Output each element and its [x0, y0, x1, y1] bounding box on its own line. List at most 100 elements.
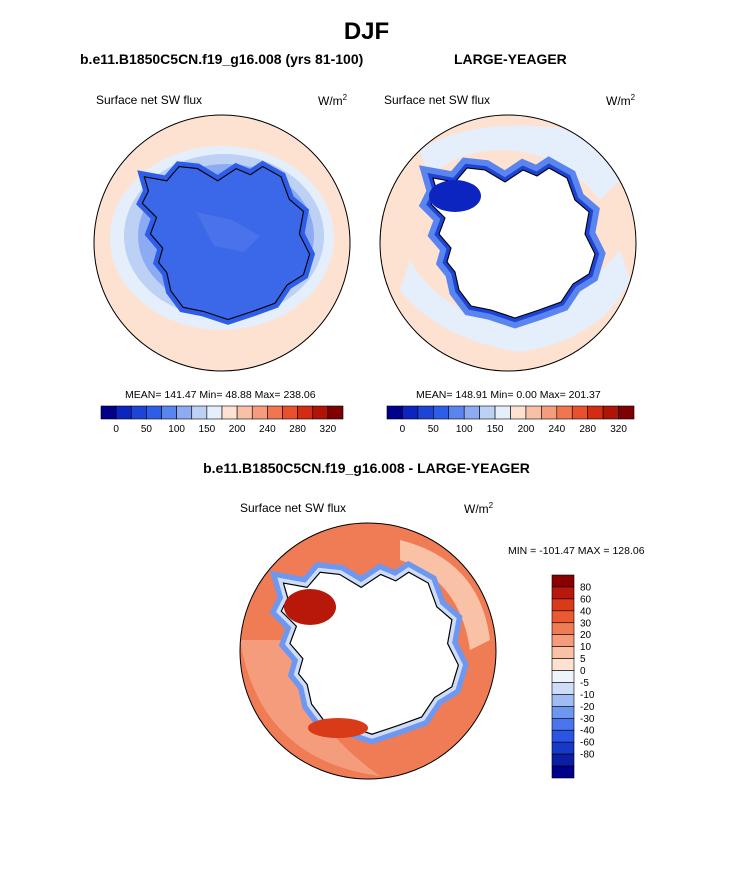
right-colorbar-swatch	[494, 405, 511, 420]
left-colorbar-tick-label: 240	[259, 424, 276, 435]
diff-colorbar-tick-label: -10	[580, 690, 595, 701]
diff-colorbar-tick-label: 10	[580, 642, 592, 653]
left-colorbar: 0 50 100 150 200 240 280 320	[100, 405, 344, 435]
right-colorbar-swatch	[541, 405, 558, 420]
diff-colorbar-tick-label: -40	[580, 726, 595, 737]
right-colorbar-tick-label: 280	[579, 424, 596, 435]
right-colorbar-swatch	[417, 405, 434, 420]
diff-colorbar-swatch	[551, 694, 575, 707]
diff-colorbar-tick-label: 60	[580, 594, 592, 605]
left-colorbar-swatch	[130, 405, 147, 420]
left-colorbar-swatch	[191, 405, 208, 420]
left-variable-label: Surface net SW flux	[96, 93, 203, 107]
left-colorbar-swatch	[176, 405, 193, 420]
right-colorbar-swatch	[571, 405, 588, 420]
left-panel-title: b.e11.B1850C5CN.f19_g16.008 (yrs 81-100)	[80, 51, 364, 67]
diff-colorbar-swatch	[551, 598, 575, 612]
diff-colorbar-tick-label: 30	[580, 618, 592, 629]
diff-colorbar-swatch	[551, 682, 575, 695]
diff-colorbar-swatch	[551, 753, 575, 767]
right-colorbar-swatch	[448, 405, 465, 420]
diff-colorbar-swatch	[551, 658, 575, 671]
left-colorbar-swatch	[161, 405, 177, 420]
right-colorbar: 0 50 100 150 200 240 280 320	[386, 405, 635, 435]
diff-colorbar-swatch	[551, 741, 575, 755]
right-colorbar-tick-label: 0	[400, 424, 406, 435]
diff-colorbar-swatch	[551, 729, 575, 743]
diff-map	[240, 523, 496, 779]
page-title: DJF	[343, 18, 390, 45]
left-colorbar-tick-label: 320	[320, 424, 337, 435]
right-colorbar-swatch	[525, 405, 542, 420]
diff-stats: MIN = -101.47 MAX = 128.06	[508, 545, 645, 557]
left-colorbar-tick-label: 100	[168, 424, 185, 435]
right-colorbar-tick-label: 200	[518, 424, 535, 435]
left-map	[94, 115, 350, 371]
diff-panel-title: b.e11.B1850C5CN.f19_g16.008 - LARGE-YEAG…	[203, 460, 530, 476]
left-colorbar-swatch	[221, 405, 238, 420]
diff-colorbar-tick-label: 40	[580, 606, 592, 617]
diff-colorbar-swatch	[551, 765, 575, 779]
left-colorbar-swatch	[327, 405, 344, 420]
left-colorbar-tick-label: 150	[199, 424, 216, 435]
left-colorbar-swatch	[297, 405, 314, 420]
diff-units-label: W/m2	[464, 501, 494, 516]
right-colorbar-swatch	[479, 405, 496, 420]
diff-colorbar-tick-label: 20	[580, 630, 592, 641]
diff-map-boundary	[239, 522, 497, 780]
right-map	[380, 115, 636, 371]
diff-colorbar-tick-label: 80	[580, 582, 592, 593]
left-colorbar-swatch	[312, 405, 329, 420]
left-units-label: W/m2	[318, 93, 348, 108]
right-colorbar-tick-label: 150	[487, 424, 504, 435]
diff-colorbar-tick-label: 5	[580, 654, 586, 665]
diff-variable-label: Surface net SW flux	[240, 501, 347, 515]
diff-colorbar-tick-label: -60	[580, 738, 595, 749]
diff-colorbar-tick-label: -5	[580, 678, 589, 689]
right-colorbar-swatch	[433, 405, 450, 420]
left-map-boundary	[93, 114, 351, 372]
diff-colorbar-swatch	[551, 634, 575, 647]
diff-colorbar-swatch	[551, 670, 575, 683]
left-colorbar-tick-label: 200	[229, 424, 246, 435]
right-variable-label: Surface net SW flux	[384, 93, 491, 107]
left-colorbar-swatch	[282, 405, 298, 420]
left-stats: MEAN= 141.47 Min= 48.88 Max= 238.06	[125, 389, 316, 401]
left-colorbar-swatch	[115, 405, 132, 420]
left-colorbar-swatch	[100, 405, 117, 420]
right-colorbar-swatch	[556, 405, 573, 420]
right-map-boundary	[379, 114, 637, 372]
diff-colorbar-tick-label: -20	[580, 702, 595, 713]
diff-colorbar-swatch	[551, 717, 575, 731]
right-colorbar-swatch	[587, 405, 604, 420]
diff-colorbar-swatch	[551, 622, 575, 636]
right-colorbar-tick-label: 100	[456, 424, 473, 435]
diff-colorbar-swatch	[551, 586, 575, 600]
left-colorbar-swatch	[267, 405, 283, 420]
left-colorbar-tick-label: 0	[113, 424, 119, 435]
right-colorbar-swatch	[510, 405, 527, 420]
right-panel-title: LARGE-YEAGER	[454, 51, 567, 67]
diff-colorbar-tick-label: -80	[580, 750, 595, 761]
left-colorbar-swatch	[206, 405, 223, 420]
diff-colorbar-tick-label: -30	[580, 714, 595, 725]
right-colorbar-swatch	[602, 405, 619, 420]
right-units-label: W/m2	[606, 93, 636, 108]
right-colorbar-tick-label: 320	[610, 424, 627, 435]
diff-colorbar-swatch	[551, 574, 575, 588]
diff-colorbar-swatch	[551, 646, 575, 659]
right-colorbar-tick-label: 240	[548, 424, 565, 435]
right-colorbar-tick-label: 50	[428, 424, 440, 435]
right-stats: MEAN= 148.91 Min= 0.00 Max= 201.37	[416, 389, 601, 401]
left-colorbar-tick-label: 50	[141, 424, 153, 435]
diff-colorbar-swatch	[551, 706, 575, 719]
right-colorbar-swatch	[386, 405, 403, 420]
right-colorbar-swatch	[463, 405, 480, 420]
left-colorbar-swatch	[146, 405, 162, 420]
right-colorbar-swatch	[402, 405, 419, 420]
diff-colorbar-tick-label: 0	[580, 666, 586, 677]
left-colorbar-tick-label: 280	[289, 424, 306, 435]
left-colorbar-swatch	[236, 405, 253, 420]
